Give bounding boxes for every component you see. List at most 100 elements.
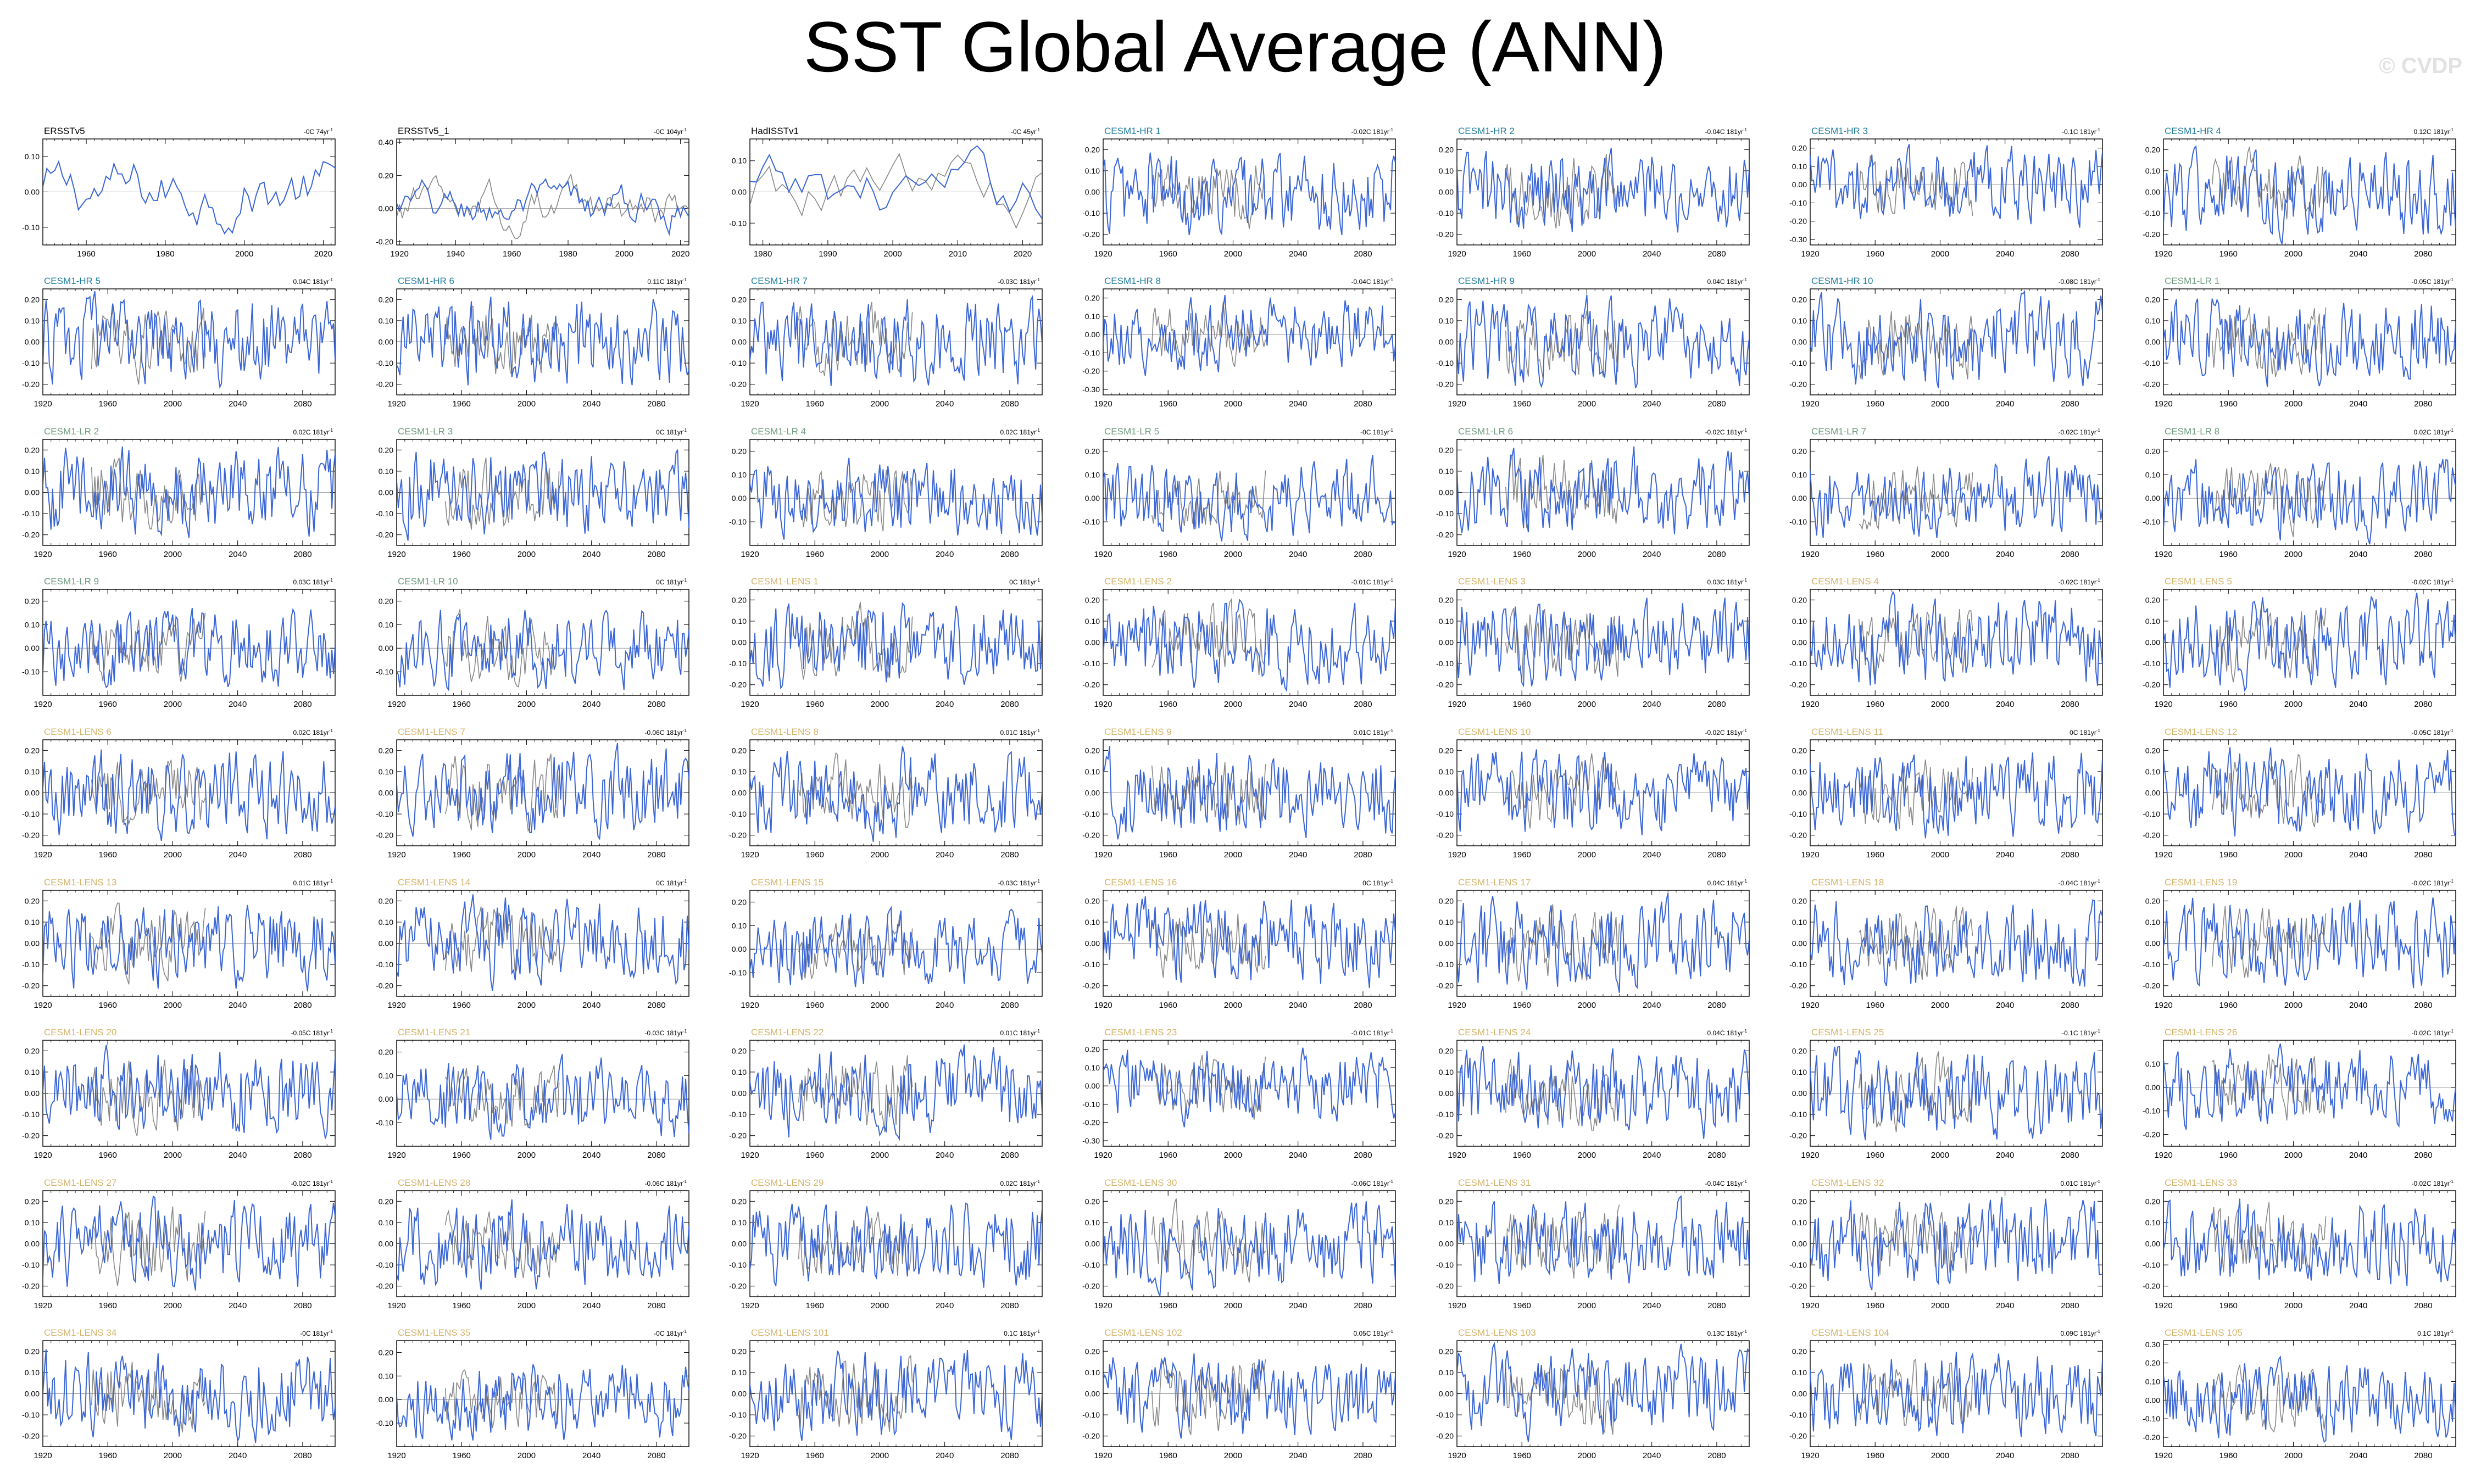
x-tick-label: 1960 [1513, 550, 1531, 559]
panel-label: CESM1-LENS 10 [1458, 727, 1531, 737]
y-tick-label: 0.00 [732, 188, 747, 197]
x-tick-label: 2040 [1289, 399, 1307, 409]
y-tick-label: 0.10 [1439, 767, 1454, 776]
obs-series-line [91, 902, 206, 985]
y-tick-label: -0.10 [1789, 810, 1807, 818]
x-tick-label: 1960 [99, 850, 117, 860]
trend-label: -0.1C 181yr-1 [2062, 127, 2100, 136]
y-tick-label: 0.20 [2145, 896, 2160, 905]
model-series-line [1457, 892, 1749, 993]
model-series-line [1103, 746, 1395, 840]
panel: CESM1-HR 1 -0.02C 181yr-1 1920 1960 2000 2040… [1082, 126, 1396, 259]
y-tick-label: -0.10 [729, 359, 747, 367]
x-tick-label: 2080 [647, 700, 665, 709]
x-tick-label: 1940 [447, 249, 465, 259]
y-tick-label: -0.10 [1789, 517, 1807, 526]
trend-label: -0C 104yr-1 [654, 127, 687, 136]
y-tick-label: -0.10 [376, 960, 393, 969]
y-tick-label: -0.10 [22, 359, 40, 367]
x-tick-label: 1960 [1866, 399, 1884, 409]
x-tick-label: 1960 [1866, 550, 1884, 559]
trend-label: -0.05C 181yr-1 [291, 1029, 333, 1037]
model-series-line [2163, 747, 2456, 838]
y-tick-label: -0.20 [22, 380, 40, 389]
panel-label: CESM1-LENS 12 [2165, 727, 2237, 737]
x-tick-label: 1920 [34, 550, 52, 559]
x-tick-label: 2080 [1354, 249, 1372, 259]
x-tick-label: 1960 [1159, 399, 1177, 409]
x-tick-label: 2040 [936, 1151, 954, 1160]
y-tick-label: 0.10 [2145, 617, 2160, 626]
y-tick-label: 0.10 [1792, 316, 1807, 325]
x-tick-label: 2080 [1354, 1001, 1372, 1010]
obs-series-line [1858, 609, 1973, 677]
obs-series-line [1505, 310, 1620, 378]
trend-label: 0.02C 181yr-1 [1000, 428, 1040, 436]
trend-label: -0.06C 181yr-1 [644, 728, 687, 737]
obs-series-line [444, 609, 560, 688]
panel-label: ERSSTv5 [44, 126, 85, 136]
y-tick-label: 0.20 [1439, 145, 1454, 154]
y-tick-label: 0.00 [379, 488, 393, 497]
y-tick-label: -0.30 [1082, 385, 1100, 394]
trend-label: 0C 181yr-1 [2070, 728, 2100, 737]
model-series-line [1103, 896, 1395, 989]
y-tick-label: 0.10 [1792, 617, 1807, 626]
y-tick-label: -0.20 [729, 1131, 747, 1140]
y-tick-label: 0.20 [1792, 896, 1807, 905]
y-tick-label: 0.10 [732, 617, 747, 626]
panel: CESM1-LR 1 -0.05C 181yr-1 1920 1960 2000 2040… [2143, 276, 2456, 409]
model-series-line [43, 905, 335, 992]
panel: CESM1-HR 3 -0.1C 181yr-1 1920 1960 2000 2040 2… [1789, 126, 2103, 259]
x-tick-label: 2080 [1000, 1001, 1019, 1010]
panel: CESM1-LENS 22 0.01C 181yr-1 1920 1960 2000 20… [729, 1027, 1043, 1160]
model-series-line [2163, 459, 2456, 545]
panel: CESM1-LENS 9 0.01C 181yr-1 1920 1960 2000 204… [1082, 727, 1396, 860]
x-tick-label: 2040 [229, 700, 247, 709]
x-tick-label: 1920 [34, 700, 52, 709]
y-tick-label: 0.00 [2145, 338, 2160, 347]
y-tick-label: -0.10 [1082, 659, 1100, 668]
trend-label: -0C 45yr-1 [1011, 127, 1041, 136]
obs-series-line [1505, 904, 1620, 982]
panel-label: CESM1-LENS 22 [751, 1027, 824, 1037]
x-tick-label: 2000 [518, 399, 536, 409]
model-series-line [750, 906, 1042, 988]
x-tick-label: 1920 [2154, 399, 2172, 409]
x-tick-label: 2040 [1643, 850, 1661, 860]
trend-label: -0.02C 181yr-1 [2058, 428, 2100, 436]
panel-label: CESM1-HR 6 [398, 276, 454, 286]
x-tick-label: 2000 [1224, 249, 1242, 259]
x-tick-label: 2000 [518, 1001, 536, 1010]
trend-label: -0.03C 181yr-1 [998, 277, 1040, 286]
x-tick-label: 2080 [647, 399, 665, 409]
y-tick-label: 0.00 [25, 488, 40, 497]
x-tick-label: 2000 [2284, 399, 2302, 409]
y-tick-label: -0.20 [1789, 680, 1807, 689]
model-series-line [1810, 899, 2102, 987]
x-tick-label: 1920 [1094, 700, 1112, 709]
y-tick-label: 0.10 [1085, 918, 1100, 927]
x-tick-label: 2080 [2414, 850, 2432, 860]
y-tick-label: -0.10 [1082, 517, 1100, 526]
y-tick-label: -0.10 [2143, 359, 2160, 367]
trend-label: 0.01C 181yr-1 [1000, 1029, 1040, 1037]
x-tick-label: 2040 [1996, 1001, 2014, 1010]
x-tick-label: 2000 [1931, 249, 1949, 259]
panel: CESM1-LENS 4 -0.02C 181yr-1 1920 1960 2000 20… [1789, 576, 2103, 709]
y-tick-label: -0.10 [1082, 960, 1100, 969]
y-tick-label: 0.20 [25, 295, 40, 304]
y-tick-label: 0.10 [1439, 467, 1454, 476]
x-tick-label: 2080 [2414, 700, 2432, 709]
panel-label: CESM1-LENS 5 [2165, 576, 2232, 587]
model-series-line [397, 449, 689, 541]
panel-label: CESM1-LR 5 [1104, 426, 1159, 437]
trend-label: 0.03C 181yr-1 [293, 578, 333, 586]
x-tick-label: 2000 [518, 1151, 536, 1160]
x-tick-label: 2040 [936, 550, 954, 559]
panel-label: ERSSTv5_1 [398, 126, 449, 136]
panel-label: CESM1-LR 1 [2165, 276, 2219, 286]
model-series-line [43, 160, 335, 235]
y-tick-label: 0.20 [2145, 447, 2160, 455]
y-tick-label: -0.20 [22, 831, 40, 840]
